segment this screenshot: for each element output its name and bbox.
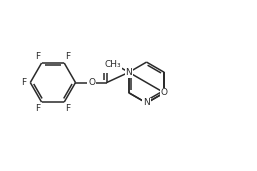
Text: F: F [65, 52, 70, 61]
Text: O: O [88, 78, 95, 87]
Text: F: F [21, 78, 26, 87]
Text: CH₃: CH₃ [105, 60, 122, 69]
Text: F: F [35, 52, 41, 61]
Text: F: F [35, 104, 41, 113]
Text: F: F [65, 104, 70, 113]
Text: N: N [143, 98, 150, 108]
Text: O: O [103, 63, 110, 72]
Text: N: N [125, 68, 132, 77]
Text: O: O [161, 88, 168, 97]
